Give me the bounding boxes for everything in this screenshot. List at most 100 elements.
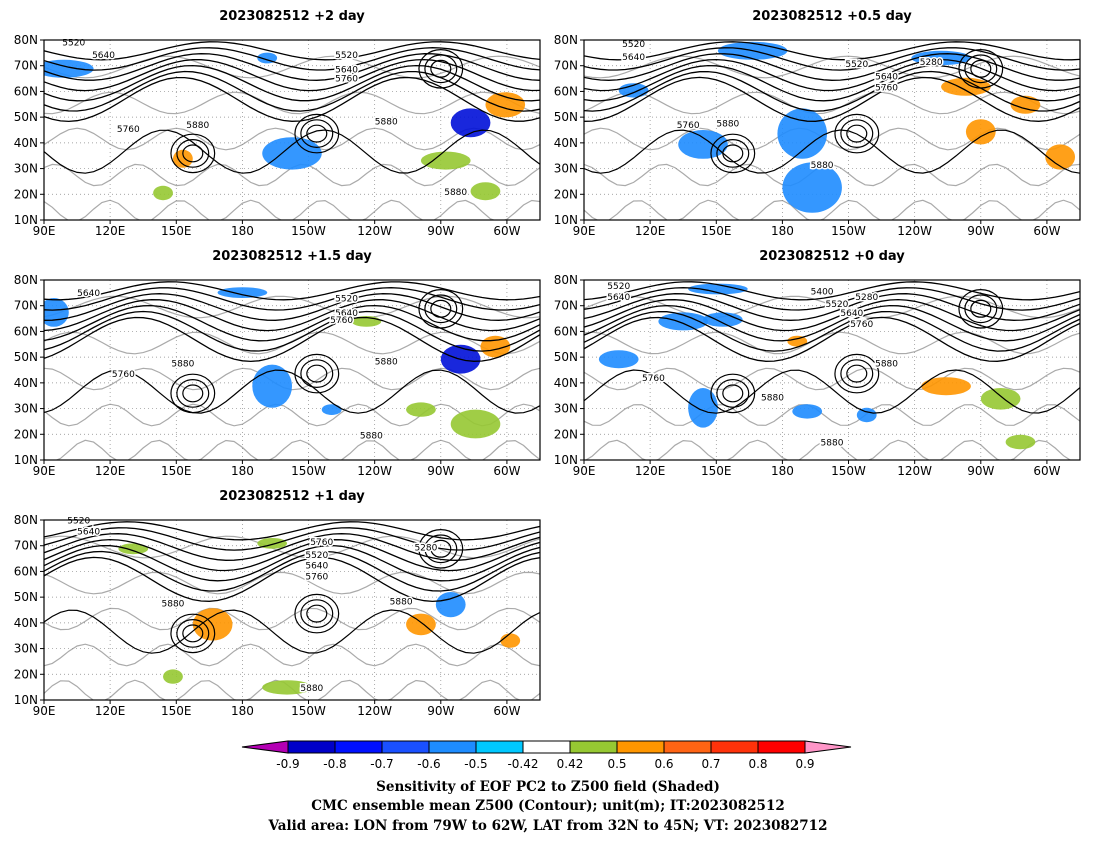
- z500-closed-contour: [176, 379, 210, 408]
- contour-label: 5880: [186, 121, 209, 131]
- z500-closed-contour: [182, 384, 204, 403]
- contour-label: 5520: [826, 300, 849, 310]
- z500-closed-contour: [716, 138, 750, 168]
- lon-label: 150W: [831, 464, 866, 478]
- coastline: [584, 127, 1080, 151]
- lat-label: 80N: [14, 513, 38, 527]
- lat-label: 20N: [14, 187, 38, 201]
- contour-label: 5280: [414, 544, 437, 554]
- sensitivity-shading: [856, 407, 877, 423]
- footer-line-1: Sensitivity of EOF PC2 to Z500 field (Sh…: [376, 779, 720, 795]
- colorbar-tick-label: -0.6: [417, 757, 440, 771]
- lat-label: 50N: [14, 350, 38, 364]
- z500-contour: [584, 287, 1080, 311]
- sensitivity-shading: [44, 59, 94, 78]
- map-background: [584, 280, 1080, 460]
- contour-label: 5880: [811, 161, 834, 171]
- lat-label: 10N: [554, 213, 578, 227]
- sensitivity-shading: [500, 633, 521, 648]
- z500-contour: [44, 41, 540, 61]
- colorbar-tick-label: -0.5: [464, 757, 487, 771]
- z500-closed-contour: [294, 593, 340, 634]
- lon-label: 90W: [427, 464, 454, 478]
- contour-label: 5520: [335, 51, 358, 61]
- contour-label: 5400: [811, 287, 834, 297]
- sensitivity-shading: [598, 350, 639, 369]
- colorbar-segment: [334, 740, 383, 754]
- contour-label: 5520: [622, 40, 645, 50]
- z500-closed-contour: [970, 59, 992, 78]
- coastline: [44, 199, 540, 220]
- colorbar-segment: [428, 740, 477, 754]
- lat-label: 60N: [14, 564, 38, 578]
- lat-label: 20N: [554, 187, 578, 201]
- panel-title: 2023082512 +2 day: [219, 9, 365, 24]
- z500-contour: [44, 293, 540, 321]
- z500-closed-contour: [840, 359, 874, 389]
- sensitivity-shading: [470, 182, 501, 201]
- lon-label: 150W: [291, 224, 326, 238]
- colorbar-segment: [381, 740, 430, 754]
- lon-label: 150W: [831, 224, 866, 238]
- map-frame: [43, 519, 541, 701]
- coastline: [44, 571, 540, 595]
- colorbar-segment: [287, 740, 336, 754]
- lat-label: 70N: [14, 59, 38, 73]
- lat-label: 60N: [14, 324, 38, 338]
- lon-label: 90E: [33, 224, 56, 238]
- z500-closed-contour: [182, 624, 204, 643]
- contour-label: 5880: [444, 188, 467, 198]
- sensitivity-shading: [485, 92, 526, 118]
- z500-contour: [584, 70, 1080, 112]
- z500-closed-contour: [710, 373, 756, 414]
- contour-label: 5880: [171, 359, 194, 369]
- z500-closed-contour: [418, 528, 464, 569]
- sensitivity-shading: [163, 669, 183, 684]
- sensitivity-shading: [153, 185, 173, 201]
- sensitivity-shading: [257, 52, 278, 64]
- z500-contour: [584, 316, 1080, 362]
- z500-closed-contour: [716, 379, 750, 408]
- contour-label: 5640: [840, 309, 863, 319]
- lon-label: 120E: [95, 464, 126, 478]
- contour-label: 5280: [920, 58, 943, 68]
- lat-label: 60N: [554, 324, 578, 338]
- contour-label: 5640: [77, 289, 100, 299]
- lat-label: 20N: [14, 427, 38, 441]
- z500-contour: [584, 304, 1080, 342]
- colorbar-segment: [522, 740, 571, 754]
- panel-title: 2023082512 +1.5 day: [212, 249, 372, 264]
- coastline: [584, 91, 1080, 115]
- z500-closed-contour: [958, 49, 1004, 89]
- z500-closed-contour: [424, 534, 458, 564]
- lat-label: 70N: [14, 539, 38, 553]
- coastline: [584, 404, 1080, 426]
- lon-label: 150E: [161, 464, 192, 478]
- z500-contour: [584, 298, 1080, 332]
- lon-label: 150E: [161, 704, 192, 718]
- colorbar-segment: [663, 740, 712, 754]
- z500-closed-contour: [300, 119, 334, 149]
- sensitivity-shading: [262, 137, 322, 170]
- lat-label: 30N: [554, 402, 578, 416]
- coastline: [584, 55, 1080, 79]
- coastline: [44, 643, 540, 667]
- z500-contour: [44, 304, 540, 342]
- z500-contour: [44, 316, 540, 363]
- z500-contour: [44, 521, 540, 541]
- lon-label: 60W: [1033, 224, 1060, 238]
- lat-label: 70N: [554, 59, 578, 73]
- z500-closed-contour: [846, 124, 868, 143]
- z500-closed-contour: [970, 299, 992, 318]
- z500-contour: [584, 41, 1080, 61]
- lon-label: 60W: [1033, 464, 1060, 478]
- sensitivity-shading: [217, 287, 268, 298]
- contour-label: 5880: [390, 598, 413, 608]
- contour-label: 5640: [607, 293, 630, 303]
- z500-closed-contour: [300, 599, 334, 628]
- contour-label: 5520: [335, 295, 358, 305]
- z500-contour: [44, 287, 540, 311]
- colorbar-tick-label: -0.9: [276, 757, 299, 771]
- contour-label: 5760: [850, 320, 873, 330]
- z500-closed-contour: [300, 359, 334, 389]
